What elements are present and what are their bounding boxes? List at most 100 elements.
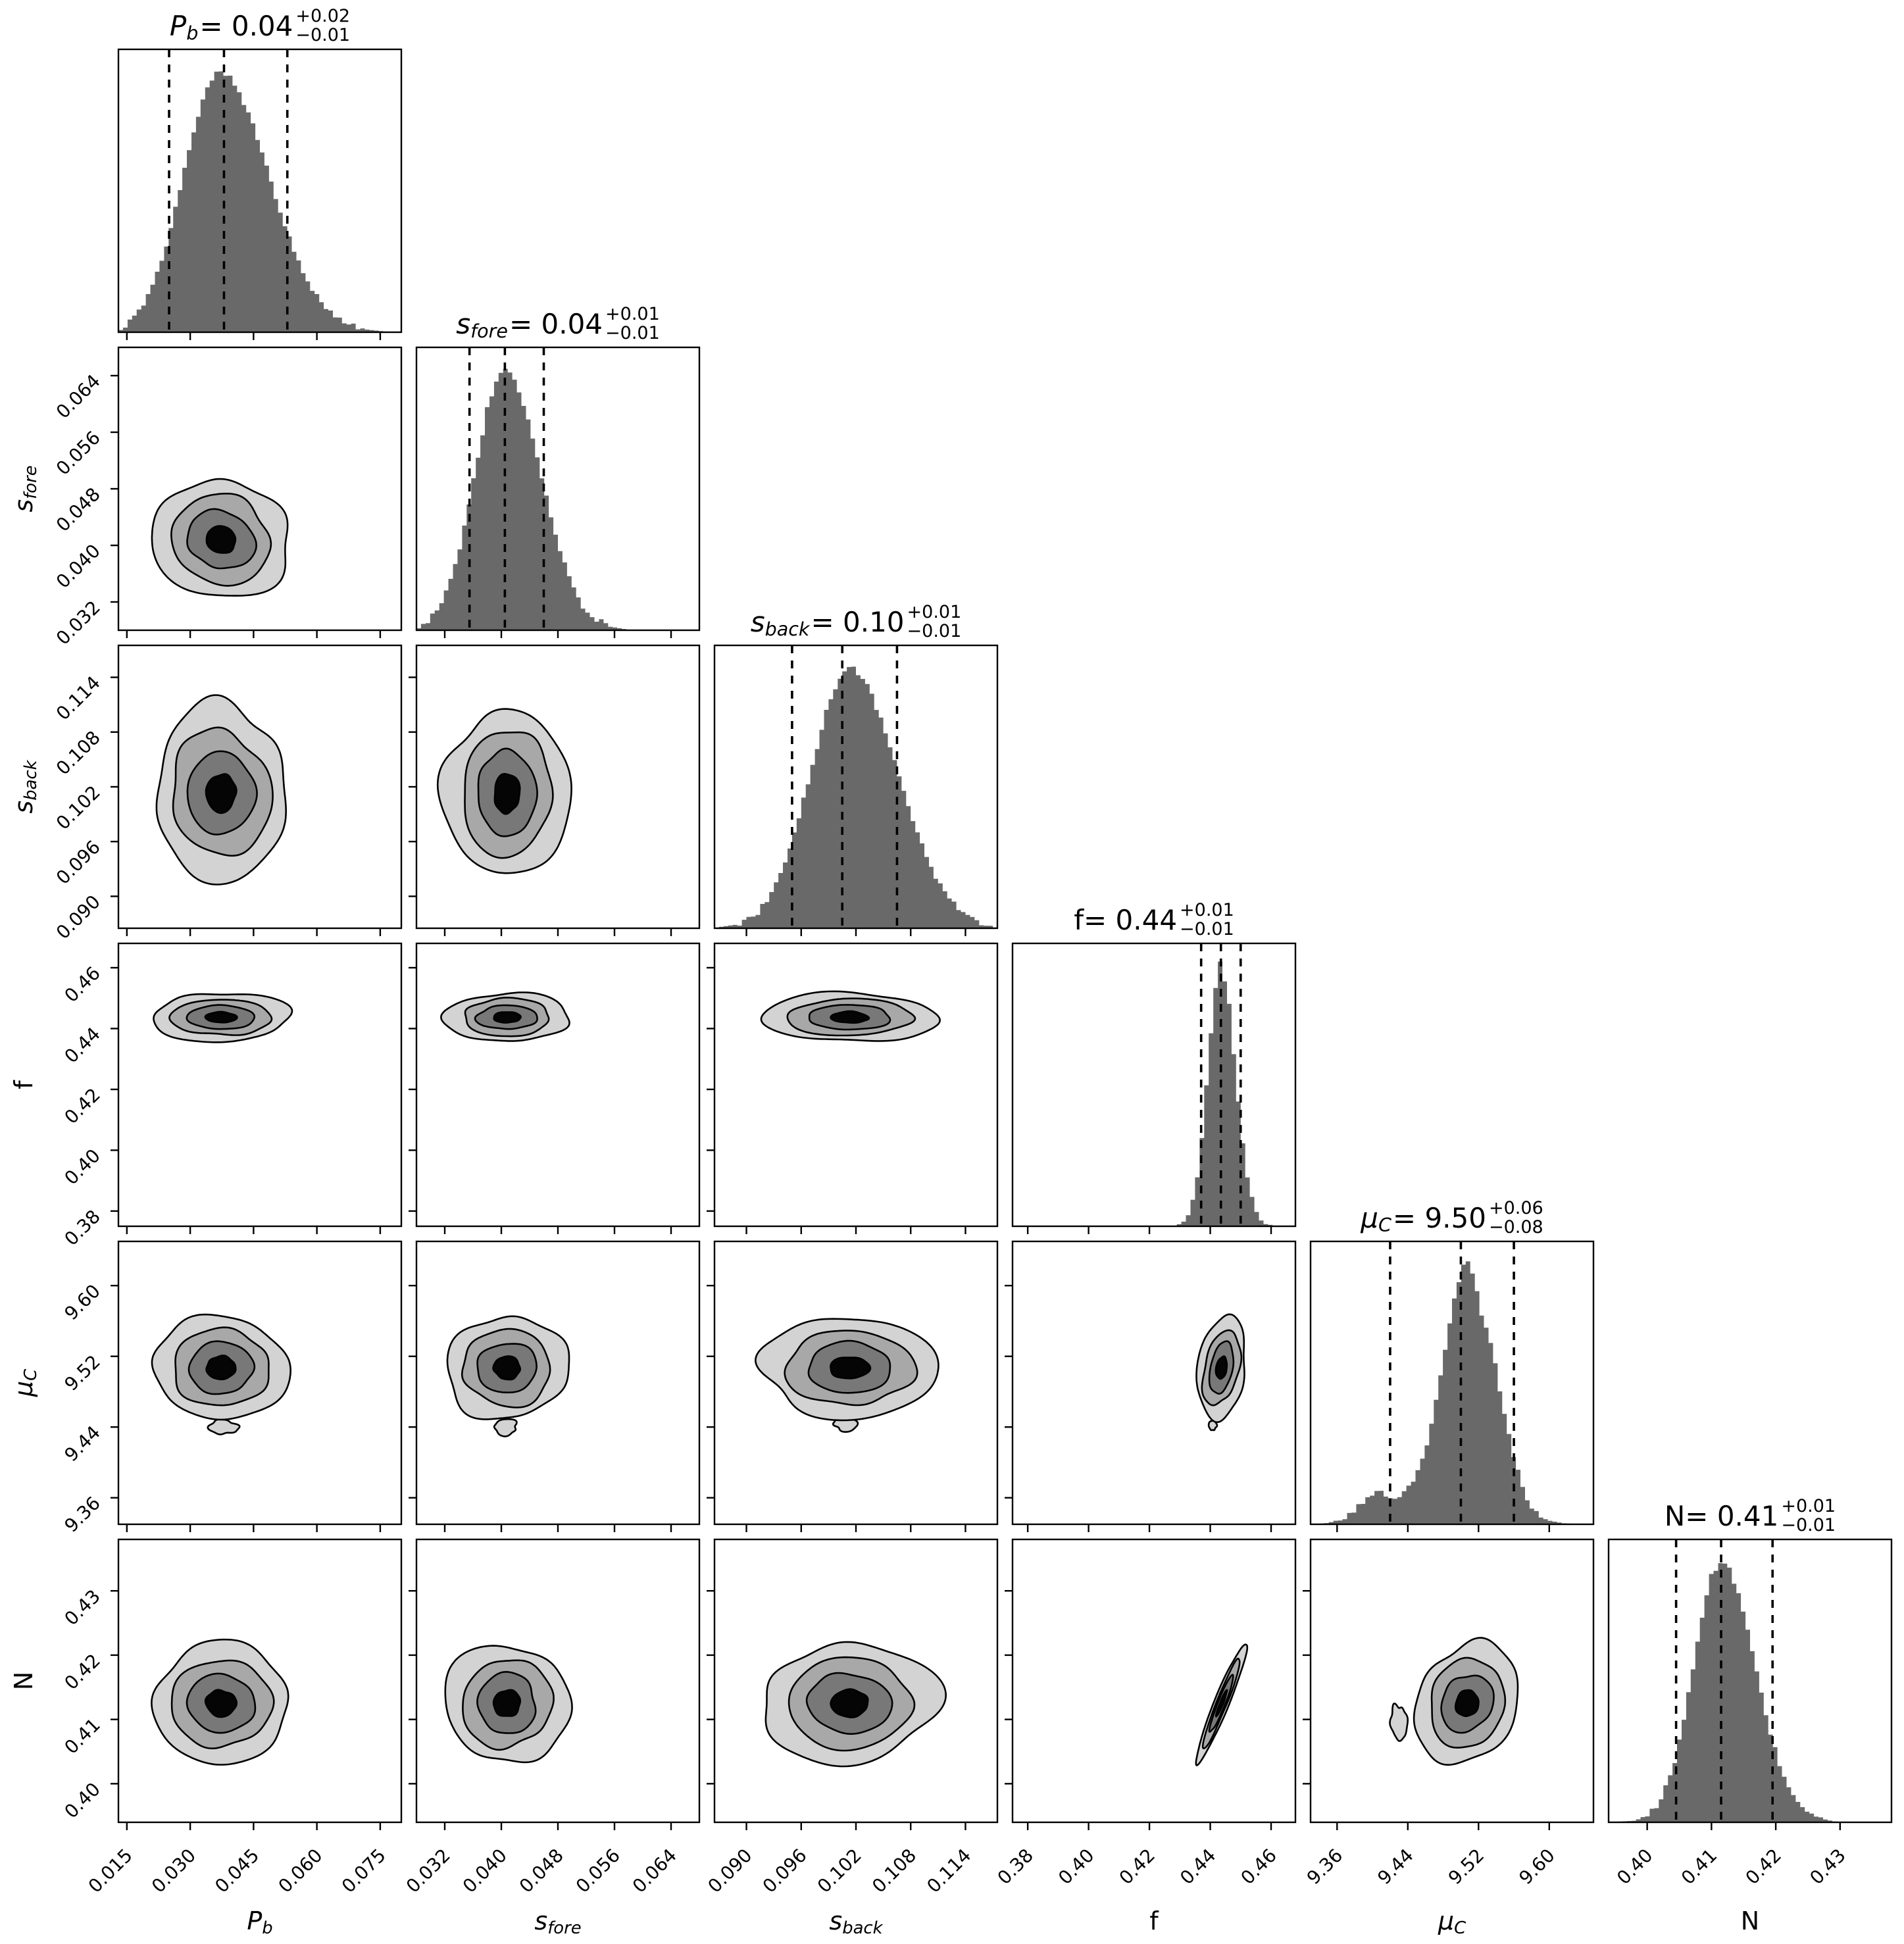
panel-border-sback-Pb [117,644,403,930]
param-label-sub: fore [547,1918,582,1938]
x-axis-label-Pb: Pb [247,1907,273,1938]
x-tick-label: 0.030 [147,1845,200,1897]
x-tick-label: 0.090 [703,1845,756,1897]
y-tick-label: 0.40 [61,1778,105,1822]
x-tick-label: 9.44 [1373,1845,1417,1889]
panel-border-N-sback [713,1538,999,1824]
contour-sfore-vs-Pb [151,478,289,597]
param-label-sub: back [20,760,41,801]
y-tick-label: 0.40 [61,1145,105,1189]
y-tick-label: 0.056 [52,427,105,480]
contour-muC-vs-f [1195,1313,1245,1432]
contour-f-vs-sfore [440,991,570,1042]
contour-level-3 [830,1357,872,1380]
contour-level-3 [493,773,521,815]
param-label-sub: C [1378,1213,1391,1236]
panel-border-f-sback [713,942,999,1228]
param-label-base: s [750,605,765,638]
x-axis-label-sback: sback [829,1907,882,1938]
title-plus-error: +0.01 [907,601,962,622]
contour-f-vs-sback [760,990,941,1042]
contour-level-3 [830,1688,869,1718]
title-value: = 0.10 [811,605,905,638]
histogram-muC [1311,1261,1593,1524]
y-tick-label: 0.38 [61,1205,105,1249]
title-value: = 9.50 [1392,1201,1486,1234]
title-sfore: sfore = 0.04 +0.01 −0.01 [390,304,726,343]
y-tick-label: 0.42 [61,1084,105,1128]
y-tick-label: 0.040 [52,540,105,593]
title-value: = 0.04 [509,307,603,340]
param-label-base: N [9,1671,38,1691]
histogram-Pb [118,71,401,332]
param-label-base: f [9,1080,38,1089]
contour-level-3 [1454,1689,1480,1717]
x-tick-label: 0.40 [1054,1845,1098,1889]
y-tick-label: 9.60 [61,1280,105,1324]
param-label-sub: b [262,1918,273,1938]
title-sback: sback = 0.10 +0.01 −0.01 [688,602,1024,641]
param-label-base: s [534,1907,548,1935]
panel-border-muC-sback [713,1240,999,1526]
x-tick-label: 0.108 [868,1845,920,1897]
x-tick-label: 0.44 [1176,1845,1220,1889]
x-tick-label: 0.045 [211,1845,263,1897]
y-axis-label-muC: μC [9,1369,41,1397]
y-tick-label: 9.36 [61,1492,105,1536]
contour-level-3 [830,1010,870,1024]
y-tick-label: 0.114 [52,672,105,724]
x-tick-label: 0.40 [1613,1845,1657,1889]
y-tick-label: 0.064 [52,370,105,423]
panel-border-Pb-Pb [117,48,403,334]
contour-level-3 [493,1011,522,1024]
contour-level-3 [492,1689,522,1717]
panel-border-N-sfore [415,1538,701,1824]
param-label-sub: b [186,21,199,44]
title-plus-error: +0.01 [605,303,660,324]
panel-border-f-f [1011,942,1297,1228]
param-label-sub: fore [20,465,41,499]
panel-border-f-Pb [117,942,403,1228]
contour-muC-vs-sfore [446,1315,570,1437]
param-label-base: N [1740,1907,1760,1935]
y-tick-label: 0.41 [61,1714,105,1758]
panel-border-sback-sback [713,644,999,930]
y-tick-label: 0.048 [52,484,105,536]
param-label-sub: C [1454,1918,1466,1938]
param-label-base: N [1664,1499,1686,1532]
title-plus-error: +0.06 [1488,1197,1543,1218]
x-tick-label: 9.36 [1303,1845,1347,1889]
x-tick-label: 0.46 [1237,1845,1281,1889]
title-minus-error: −0.01 [907,621,962,641]
title-N: N = 0.41 +0.01 −0.01 [1582,1496,1904,1535]
x-tick-label: 0.102 [813,1845,866,1897]
contour-extra-blob [207,1418,241,1435]
title-errors: +0.01 −0.01 [1781,1497,1836,1535]
contour-extra-blob [1389,1703,1409,1742]
histogram-N [1609,1563,1891,1822]
title-plus-error: +0.01 [1180,899,1234,920]
x-tick-label: 0.38 [993,1845,1038,1889]
x-tick-label: 0.040 [459,1845,511,1897]
panel-border-sfore-Pb [117,346,403,632]
x-axis-label-muC: μC [1438,1907,1466,1938]
y-axis-label-sfore: sfore [9,465,41,512]
y-tick-label: 0.090 [52,891,105,943]
panel-border-muC-Pb [117,1240,403,1526]
title-minus-error: −0.01 [605,323,660,343]
title-muC: μC = 9.50 +0.06 −0.08 [1284,1198,1620,1237]
title-value: = 0.41 [1685,1499,1779,1532]
param-label-base: s [456,307,471,340]
y-tick-label: 0.096 [52,836,105,889]
title-plus-error: +0.01 [1781,1495,1836,1516]
histogram-sfore [416,368,699,630]
contour-level-3 [492,1355,521,1381]
param-label-base: f [1074,903,1084,936]
panel-border-sfore-sfore [415,346,701,632]
x-tick-label: 0.064 [628,1845,681,1897]
y-tick-label: 0.108 [52,726,105,779]
y-tick-label: 9.44 [61,1422,105,1466]
param-label-sub: back [764,617,810,640]
contour-level-3 [205,1355,237,1381]
